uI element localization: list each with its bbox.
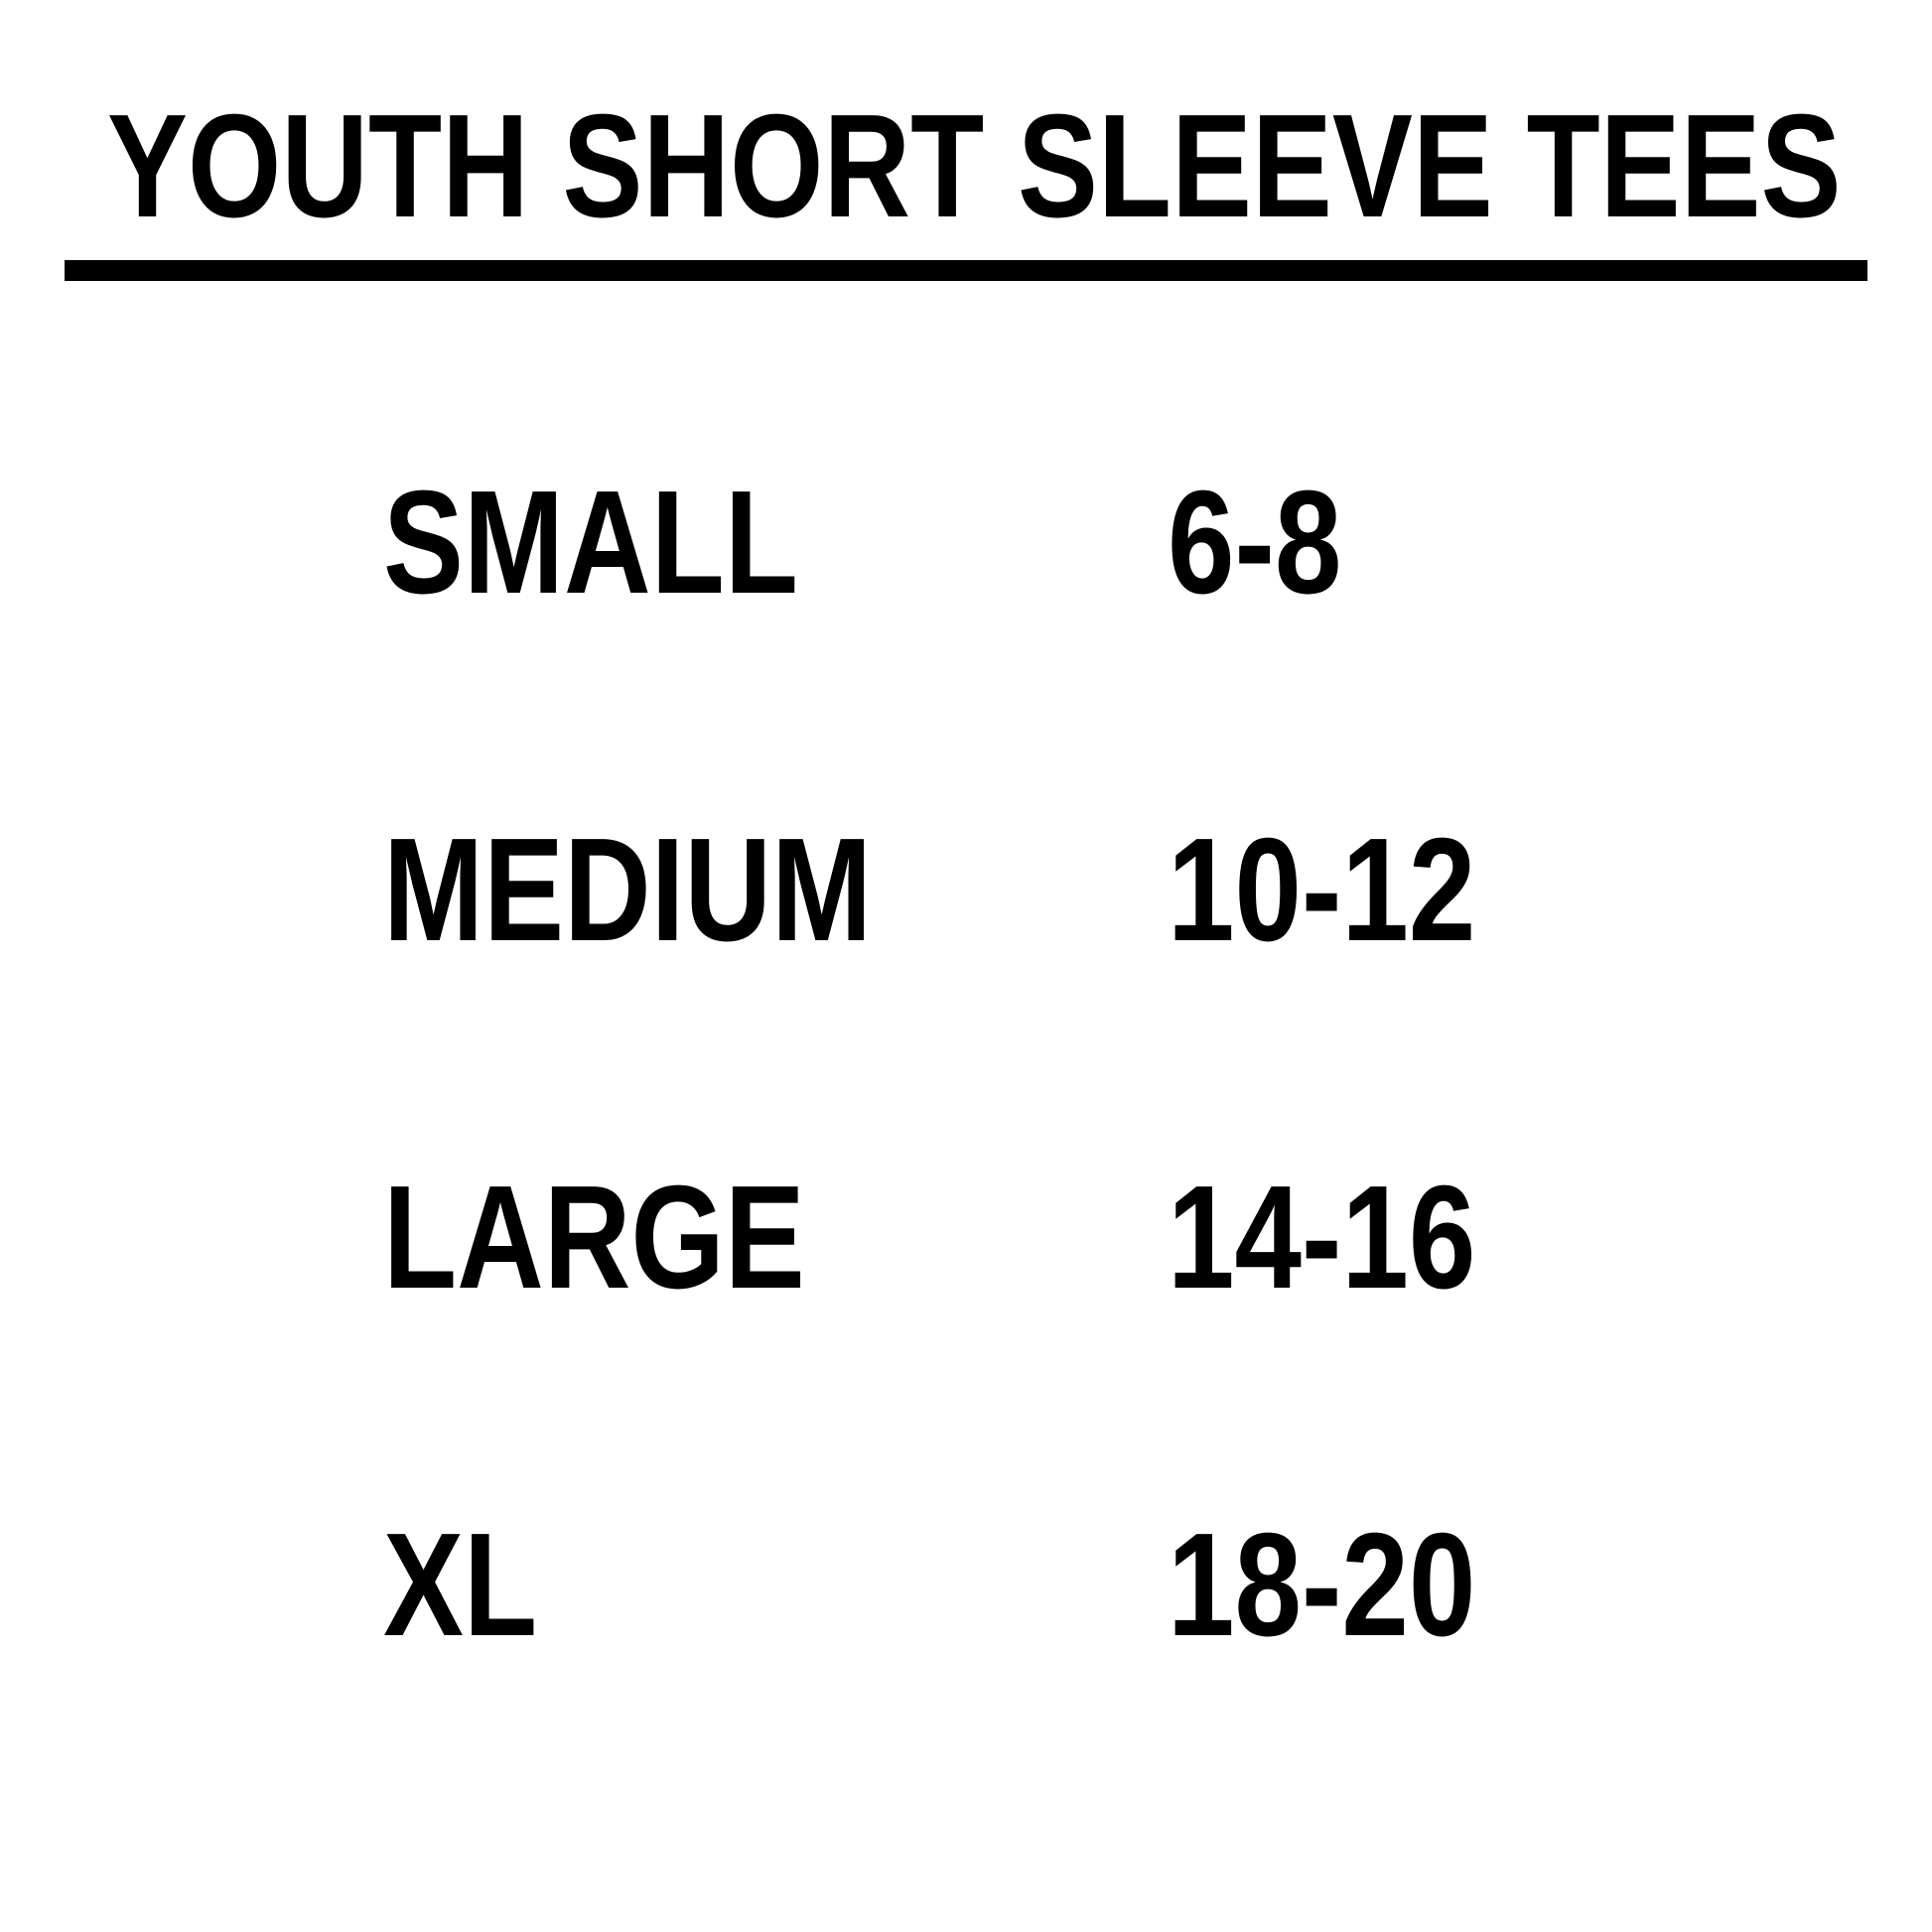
age-range: 10-12 [1168,808,1476,972]
page-title: YOUTH SHORT SLEEVE TEES [107,84,1842,248]
size-label: LARGE [383,1156,805,1319]
age-range: 6-8 [1168,461,1342,624]
age-range: 18-20 [1168,1503,1476,1667]
age-range: 14-16 [1168,1156,1476,1319]
size-label: XL [383,1503,538,1667]
size-label: MEDIUM [383,808,873,972]
size-label: SMALL [383,461,798,624]
title-divider [65,260,1867,281]
